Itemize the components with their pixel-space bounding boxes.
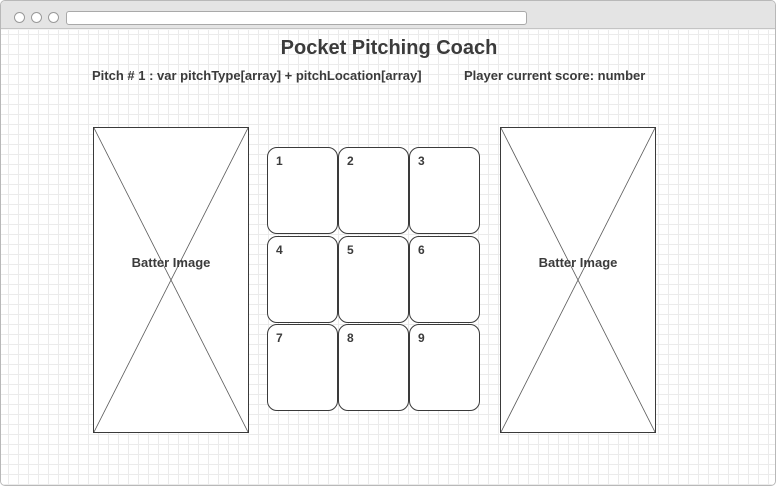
zone-cell-5[interactable]: 5 xyxy=(338,236,409,323)
zone-cell-2[interactable]: 2 xyxy=(338,147,409,234)
zone-cell-3[interactable]: 3 xyxy=(409,147,480,234)
right-batter-label: Batter Image xyxy=(538,255,618,270)
zone-cell-number: 8 xyxy=(347,331,354,345)
left-batter-image: Batter Image xyxy=(93,127,249,433)
right-batter-image: Batter Image xyxy=(500,127,656,433)
zone-cell-number: 6 xyxy=(418,243,425,257)
zone-cell-number: 3 xyxy=(418,154,425,168)
window-close-button[interactable] xyxy=(14,12,25,23)
zone-cell-6[interactable]: 6 xyxy=(409,236,480,323)
zone-cell-number: 5 xyxy=(347,243,354,257)
address-bar[interactable] xyxy=(66,11,527,25)
zone-cell-number: 2 xyxy=(347,154,354,168)
zone-cell-number: 1 xyxy=(276,154,283,168)
zone-cell-7[interactable]: 7 xyxy=(267,324,338,411)
zone-cell-number: 7 xyxy=(276,331,283,345)
image-placeholder-icon xyxy=(501,128,655,432)
player-score-text: Player current score: number xyxy=(464,68,646,83)
window-minimize-button[interactable] xyxy=(31,12,42,23)
zone-cell-4[interactable]: 4 xyxy=(267,236,338,323)
left-batter-label: Batter Image xyxy=(131,255,211,270)
window-maximize-button[interactable] xyxy=(48,12,59,23)
image-placeholder-icon xyxy=(94,128,248,432)
zone-cell-8[interactable]: 8 xyxy=(338,324,409,411)
zone-cell-9[interactable]: 9 xyxy=(409,324,480,411)
pitch-info-text: Pitch # 1 : var pitchType[array] + pitch… xyxy=(92,68,422,83)
page-title: Pocket Pitching Coach xyxy=(280,37,498,59)
zone-cell-1[interactable]: 1 xyxy=(267,147,338,234)
zone-cell-number: 4 xyxy=(276,243,283,257)
zone-cell-number: 9 xyxy=(418,331,425,345)
window-titlebar xyxy=(1,1,775,29)
